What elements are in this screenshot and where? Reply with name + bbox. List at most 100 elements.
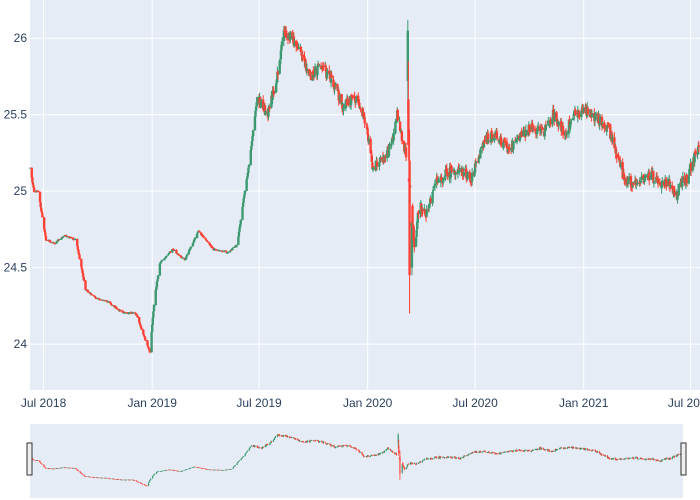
mini-candle-body	[539, 447, 541, 449]
mini-candle-body	[270, 441, 272, 444]
mini-candle	[134, 480, 136, 481]
candle-body	[491, 133, 494, 139]
mini-candle-body	[507, 451, 509, 452]
candle	[483, 135, 486, 145]
mini-candle-body	[146, 485, 148, 487]
candle	[218, 250, 222, 252]
mini-candle-body	[451, 456, 453, 458]
candle-body	[254, 110, 257, 117]
candle	[109, 300, 112, 304]
range-slider-left-handle[interactable]	[26, 442, 33, 476]
candle-body	[469, 177, 472, 182]
mini-candle	[496, 452, 498, 455]
candle-body	[394, 121, 397, 134]
mini-candle-body	[138, 482, 140, 483]
mini-candle-body	[109, 478, 112, 480]
candle	[111, 305, 114, 306]
candle-body	[669, 184, 672, 189]
candle	[648, 169, 651, 186]
mini-candle	[555, 448, 558, 451]
candle	[629, 173, 633, 192]
candle-body	[607, 122, 610, 126]
mini-candle	[609, 457, 611, 460]
candle-body	[429, 198, 433, 203]
candle	[195, 233, 199, 239]
candle	[528, 124, 531, 136]
mini-candle-body	[202, 468, 204, 469]
candle	[445, 163, 448, 172]
candle-body	[289, 32, 292, 40]
mini-candle-body	[151, 476, 154, 479]
mini-candle-body	[274, 437, 276, 439]
mini-candle	[122, 479, 124, 481]
candle	[623, 175, 627, 186]
x-tick-label: Jan 2019	[127, 396, 177, 410]
mini-candle	[283, 434, 285, 437]
candle-body	[114, 306, 118, 308]
mini-candle-body	[579, 448, 582, 450]
mini-candle	[339, 445, 341, 447]
candle-body	[354, 101, 358, 103]
candle-body	[80, 267, 84, 270]
candle-body	[342, 107, 345, 111]
mini-candle	[40, 463, 43, 465]
mini-candle	[428, 458, 430, 460]
candle-body	[623, 178, 627, 185]
mini-candle	[403, 467, 406, 471]
mini-candle-body	[32, 458, 34, 460]
mini-candle	[335, 446, 337, 448]
candle	[202, 235, 205, 239]
candle-body	[180, 257, 183, 258]
mini-candle	[136, 481, 138, 482]
mini-candle-body	[423, 459, 425, 461]
candle-body	[515, 139, 519, 142]
mini-candle	[665, 457, 667, 460]
candle-body	[37, 190, 40, 192]
mini-candle-body	[632, 457, 635, 459]
mini-candle	[143, 484, 146, 485]
candle-body	[693, 152, 696, 163]
mini-candle	[476, 452, 478, 454]
candle-body	[656, 178, 660, 183]
candle-body	[427, 208, 430, 210]
candle	[150, 324, 154, 333]
candle-body	[243, 190, 247, 195]
range-slider-right-handle[interactable]	[680, 442, 687, 476]
candle-body	[418, 210, 422, 214]
mini-candle-body	[645, 459, 647, 460]
candle-body	[181, 257, 185, 259]
mini-candle-body	[410, 462, 413, 464]
candle-body	[568, 122, 572, 128]
range-slider[interactable]	[26, 424, 687, 498]
candle	[32, 186, 36, 193]
candle-body	[274, 91, 277, 94]
candle	[107, 301, 110, 303]
candle-body	[528, 130, 532, 132]
candle-body	[299, 46, 303, 52]
mini-candle	[245, 453, 247, 454]
mini-candle	[637, 458, 639, 460]
candle-body	[139, 325, 143, 328]
candle-body	[184, 258, 188, 260]
candle-body	[536, 128, 539, 132]
candle-body	[384, 157, 387, 159]
mini-candle-body	[288, 436, 291, 438]
candle-body	[268, 107, 271, 109]
candle	[246, 176, 249, 180]
y-tick-label: 26	[14, 31, 28, 45]
candle	[408, 185, 412, 189]
candle-body	[303, 56, 306, 61]
mini-candle-body	[297, 439, 299, 441]
mini-candle	[395, 452, 398, 456]
candle-body	[159, 262, 162, 264]
candle	[351, 95, 354, 101]
mini-candle-body	[226, 469, 228, 471]
range-slider-background[interactable]	[30, 424, 683, 498]
candle-body	[292, 36, 296, 46]
mini-candle	[430, 457, 432, 459]
candle-body	[212, 247, 215, 251]
mini-candle	[178, 470, 180, 472]
candle-body	[111, 305, 114, 306]
mini-candle	[150, 478, 152, 480]
mini-candle	[319, 440, 321, 442]
